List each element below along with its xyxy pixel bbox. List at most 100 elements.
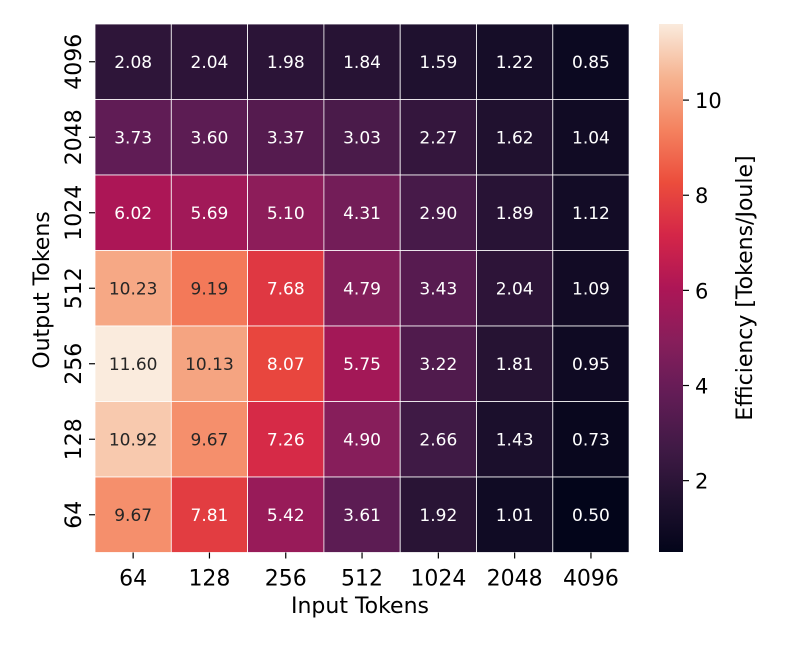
cell-value-label: 2.04: [496, 279, 534, 299]
cell-value-label: 3.03: [343, 128, 381, 148]
cell-value-label: 4.90: [343, 430, 381, 450]
y-tick-label: 128: [62, 418, 87, 460]
cell-value-label: 11.60: [109, 355, 158, 375]
heatmap-cell: [170, 174, 249, 251]
y-tick-label: 1024: [62, 185, 87, 241]
heatmap-cell: [399, 476, 477, 553]
heatmap-cell: [247, 401, 325, 478]
cell-value-label: 7.81: [191, 506, 229, 526]
heatmap-cell: [247, 23, 325, 100]
heatmap-cell: [552, 325, 630, 402]
cell-value-label: 2.04: [191, 53, 229, 73]
colorbar-tick-label: 6: [695, 279, 708, 303]
heatmap-cell: [94, 325, 172, 402]
x-tick-label: 512: [341, 567, 383, 592]
heatmap-cell: [170, 23, 249, 100]
y-tick-label: 256: [62, 343, 87, 385]
cell-value-label: 1.59: [419, 53, 457, 73]
cell-value-label: 0.85: [572, 53, 610, 73]
heatmap-cell: [476, 23, 554, 100]
cell-value-label: 3.61: [343, 506, 381, 526]
cell-value-label: 10.92: [109, 430, 158, 450]
cell-value-label: 3.73: [114, 128, 152, 148]
heatmap-cell: [247, 325, 325, 402]
x-tick-label: 2048: [487, 567, 543, 592]
cell-value-label: 7.68: [267, 279, 305, 299]
cell-value-label: 3.60: [191, 128, 229, 148]
colorbar-tick-label: 8: [695, 184, 708, 208]
cell-value-label: 1.98: [267, 53, 305, 73]
heatmap-cell: [94, 250, 172, 327]
y-axis-ticks: 4096 2048 1024 512 256 128 64: [62, 34, 95, 529]
heatmap-cell: [170, 250, 249, 327]
colorbar-tick-label: 2: [695, 470, 708, 494]
x-tick-label: 1024: [410, 567, 466, 592]
heatmap-cell: [323, 174, 401, 251]
cell-value-label: 1.04: [572, 128, 610, 148]
cell-value-label: 5.42: [267, 506, 305, 526]
heatmap-cell: [323, 23, 401, 100]
x-tick-label: 128: [188, 567, 230, 592]
colorbar-ticks: 2 4 6 8 10: [683, 89, 722, 494]
cell-value-label: 8.07: [267, 355, 305, 375]
colorbar-tick-label: 4: [695, 375, 708, 399]
colorbar-label: Efficiency [Tokens/Joule]: [733, 155, 758, 420]
cell-value-label: 1.89: [496, 204, 534, 224]
cell-value-label: 3.43: [419, 279, 457, 299]
heatmap-cell: [323, 476, 401, 553]
cell-value-label: 1.62: [496, 128, 534, 148]
cell-value-label: 1.81: [496, 355, 534, 375]
cell-value-label: 3.22: [419, 355, 457, 375]
cell-value-label: 10.13: [185, 355, 234, 375]
cell-value-label: 2.90: [419, 204, 457, 224]
cell-value-label: 1.22: [496, 53, 534, 73]
heatmap-cell: [399, 174, 477, 251]
cell-value-label: 5.75: [343, 355, 381, 375]
heatmap-cell: [552, 174, 630, 251]
cell-value-label: 4.31: [343, 204, 381, 224]
heatmap-cell: [476, 174, 554, 251]
y-tick-label: 512: [62, 267, 87, 309]
heatmap-cell: [476, 250, 554, 327]
heatmap-cell: [399, 23, 477, 100]
x-axis-label: Input Tokens: [291, 594, 429, 619]
colorbar-tick-label: 10: [695, 89, 722, 113]
cell-value-label: 9.67: [114, 506, 152, 526]
cell-value-label: 4.79: [343, 279, 381, 299]
cell-value-label: 1.09: [572, 279, 610, 299]
colorbar: 2 4 6 8 10 Efficiency [Tokens/Joule]: [659, 24, 758, 552]
y-tick-label: 4096: [62, 34, 87, 90]
x-axis-ticks: 64 128 256 512 1024 2048 4096: [119, 552, 619, 592]
heatmap-cell: [247, 174, 325, 251]
cell-value-label: 1.01: [496, 506, 534, 526]
y-axis-label: Output Tokens: [30, 211, 55, 368]
heatmap-cell: [552, 99, 630, 176]
x-tick-label: 64: [119, 567, 147, 592]
cell-value-label: 1.84: [343, 53, 381, 73]
heatmap-cell: [94, 23, 172, 100]
cell-value-label: 7.26: [267, 430, 305, 450]
cell-value-label: 3.37: [267, 128, 305, 148]
cell-value-label: 1.92: [419, 506, 457, 526]
heatmap-cell: [552, 401, 630, 478]
cell-value-label: 1.12: [572, 204, 610, 224]
heatmap-cell: [552, 250, 630, 327]
cell-value-label: 9.67: [191, 430, 229, 450]
cell-value-label: 0.73: [572, 430, 610, 450]
heatmap-cell: [247, 476, 325, 553]
x-tick-label: 4096: [563, 567, 619, 592]
cell-value-label: 1.43: [496, 430, 534, 450]
heatmap-cell: [552, 476, 630, 553]
heatmap-cell: [399, 401, 477, 478]
cell-value-label: 10.23: [109, 279, 158, 299]
x-tick-label: 256: [265, 567, 307, 592]
cell-value-label: 0.50: [572, 506, 610, 526]
cell-value-label: 2.08: [114, 53, 152, 73]
cell-value-label: 2.66: [419, 430, 457, 450]
heatmap-cell: [476, 476, 554, 553]
heatmap-cells: 2.08 2.04 1.98 1.84 1.59 1.22 0.85 3.73 3.60 3.37…: [94, 23, 630, 553]
heatmap-cell: [323, 401, 401, 478]
heatmap-cell: [323, 250, 401, 327]
heatmap-cell: [399, 99, 477, 176]
